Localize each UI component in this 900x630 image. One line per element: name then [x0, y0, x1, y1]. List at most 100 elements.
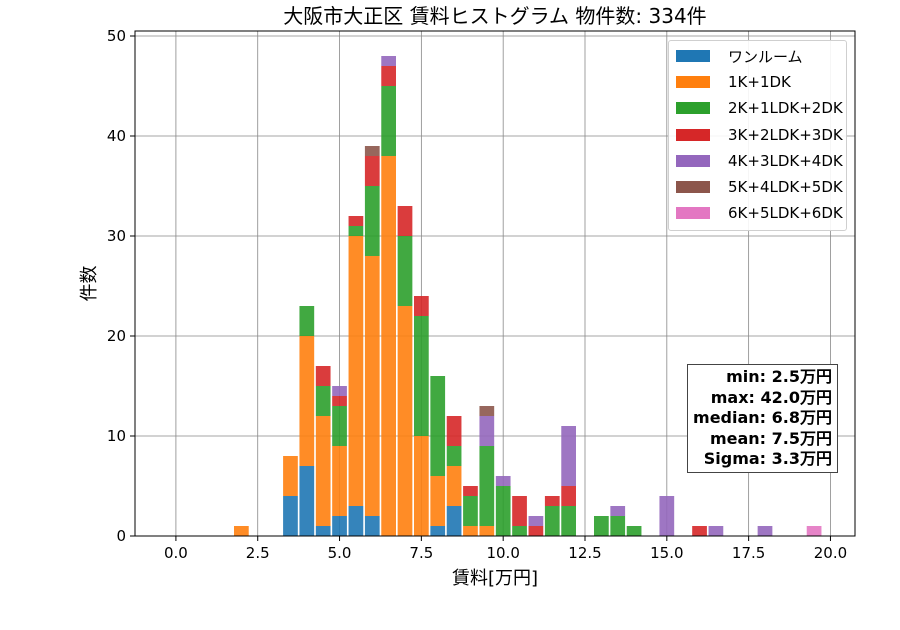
- bar-5: [479, 406, 495, 416]
- y-tick-label: 50: [107, 27, 126, 45]
- bar-2: [364, 186, 380, 256]
- x-tick-label: 7.5: [409, 544, 433, 562]
- bar-0: [315, 526, 331, 536]
- bar-4: [757, 526, 773, 536]
- bar-2: [463, 496, 478, 526]
- y-tick-label: 10: [107, 427, 126, 445]
- bar-2: [332, 406, 347, 446]
- legend-swatch: [676, 181, 710, 194]
- legend-swatch: [676, 207, 710, 220]
- stat-max: max: 42.0万円: [710, 387, 832, 407]
- bar-3: [692, 526, 707, 536]
- y-tick-label: 40: [107, 127, 126, 145]
- bar-2: [512, 526, 527, 536]
- legend-label: 4K+3LDK+4DK: [728, 151, 843, 170]
- legend-swatch: [676, 50, 710, 63]
- legend-item: 2K+1LDK+2DK: [669, 95, 846, 121]
- x-tick-label: 0.0: [164, 544, 188, 562]
- stat-min: min: 2.5万円: [726, 367, 832, 386]
- bar-1: [463, 526, 478, 536]
- bar-2: [594, 516, 609, 536]
- bar-3: [528, 526, 544, 536]
- bar-2: [561, 506, 576, 536]
- bar-2: [348, 226, 364, 236]
- bar-1: [364, 256, 380, 516]
- legend-item: 5K+4LDK+5DK: [669, 174, 846, 200]
- legend-item: ワンルーム: [669, 43, 846, 69]
- bar-4: [495, 476, 511, 486]
- legend-swatch: [676, 76, 710, 89]
- bar-3: [446, 416, 462, 446]
- y-axis-label: 件数: [79, 266, 100, 302]
- bar-3: [348, 216, 364, 226]
- stats-annotation: min: 2.5万円 max: 42.0万円 median: 6.8万円 mea…: [687, 364, 838, 473]
- bar-0: [348, 506, 364, 536]
- bar-3: [332, 396, 347, 406]
- bar-2: [397, 236, 413, 306]
- bar-3: [381, 66, 396, 86]
- legend-swatch: [676, 154, 710, 167]
- bar-0: [364, 516, 380, 536]
- legend-item: 3K+2LDK+3DK: [669, 122, 846, 148]
- bar-3: [315, 366, 331, 386]
- bar-3: [414, 296, 429, 316]
- x-tick-label: 20.0: [814, 544, 847, 562]
- plot-frame: [134, 30, 856, 537]
- bar-1: [234, 526, 249, 536]
- bar-1: [315, 416, 331, 526]
- bar-5: [364, 146, 380, 156]
- legend-item: 1K+1DK: [669, 69, 846, 95]
- legend-swatch: [676, 128, 710, 141]
- stat-sigma: Sigma: 3.3万円: [703, 449, 832, 468]
- bar-1: [348, 236, 364, 506]
- bar-4: [528, 516, 544, 526]
- y-tick-label: 20: [107, 327, 126, 345]
- legend-label: 2K+1LDK+2DK: [728, 99, 843, 118]
- bar-3: [364, 156, 380, 186]
- bar-2: [446, 446, 462, 466]
- legend-item: 4K+3LDK+4DK: [669, 148, 846, 174]
- bar-2: [381, 86, 396, 156]
- bar-0: [332, 516, 347, 536]
- bar-6: [806, 526, 822, 536]
- y-tick-label: 30: [107, 227, 126, 245]
- bar-1: [479, 526, 495, 536]
- bar-4: [332, 386, 347, 396]
- bar-0: [446, 506, 462, 536]
- bar-0: [430, 526, 446, 536]
- x-tick-label: 2.5: [246, 544, 270, 562]
- bar-1: [446, 466, 462, 506]
- bar-0: [283, 496, 298, 536]
- bar-1: [381, 156, 396, 536]
- bar-3: [544, 496, 560, 506]
- bar-3: [561, 486, 576, 506]
- legend-label: 1K+1DK: [728, 73, 791, 92]
- legend-label: 6K+5LDK+6DK: [728, 204, 843, 223]
- bar-2: [430, 376, 446, 476]
- legend: ワンルーム 1K+1DK 2K+1LDK+2DK 3K+2LDK+3DK 4K+3LDK…: [668, 40, 847, 232]
- legend-swatch: [676, 102, 710, 115]
- legend-label: ワンルーム: [728, 47, 803, 66]
- legend-label: 3K+2LDK+3DK: [728, 125, 843, 144]
- bar-2: [414, 316, 429, 436]
- bar-1: [397, 306, 413, 536]
- bar-2: [299, 306, 315, 336]
- chart-title: 大阪市大正区 賃料ヒストグラム 物件数: 334件: [283, 4, 706, 28]
- bar-4: [381, 56, 396, 66]
- bar-4: [659, 496, 675, 536]
- stat-mean: mean: 7.5万円: [709, 428, 832, 448]
- bar-1: [430, 476, 446, 526]
- bar-3: [397, 206, 413, 236]
- x-tick-label: 12.5: [568, 544, 601, 562]
- bar-1: [414, 436, 429, 536]
- bar-1: [332, 446, 347, 516]
- legend-label: 5K+4LDK+5DK: [728, 178, 843, 197]
- bar-4: [708, 526, 724, 536]
- x-tick-label: 15.0: [650, 544, 683, 562]
- bar-1: [299, 336, 315, 466]
- bar-3: [512, 496, 527, 526]
- bar-3: [463, 486, 478, 496]
- bar-2: [479, 446, 495, 526]
- bar-2: [610, 516, 626, 536]
